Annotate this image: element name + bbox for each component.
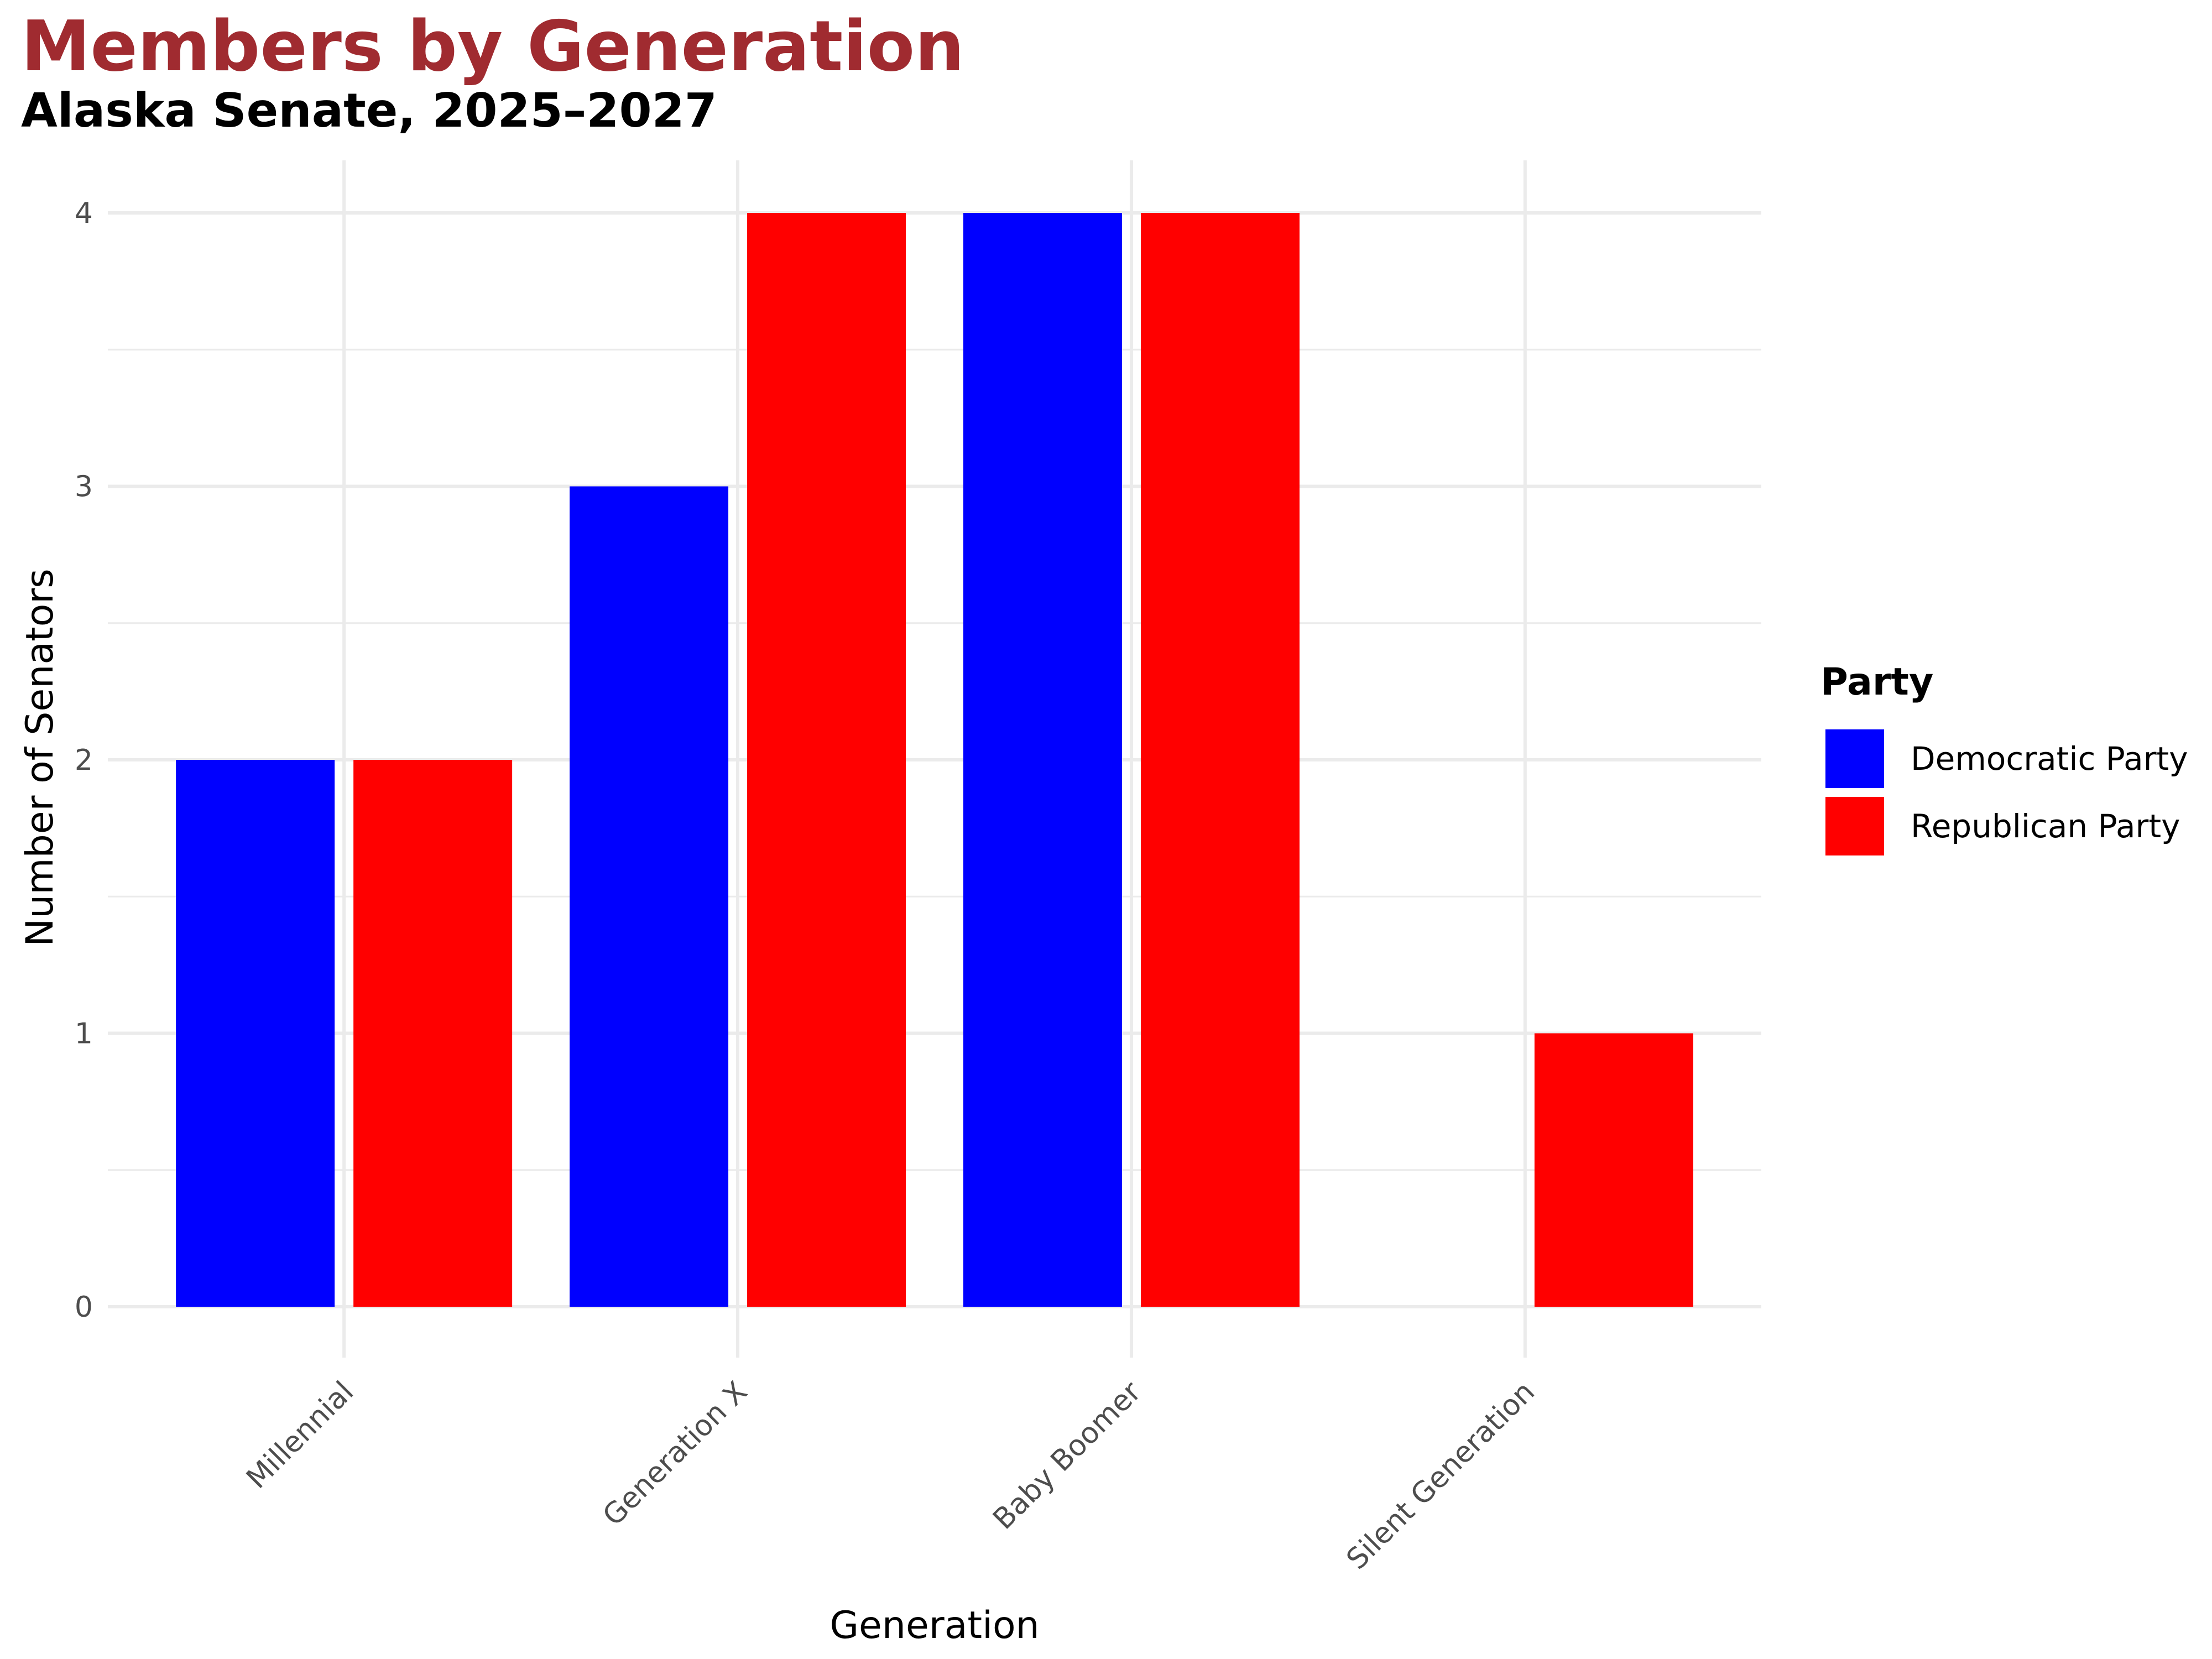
bar-republican-party-silent-generation bbox=[1534, 1033, 1693, 1307]
legend: Party Democratic Party Republican Party bbox=[1820, 660, 2188, 859]
x-axis-title: Generation bbox=[830, 1604, 1039, 1647]
legend-key-republican-party bbox=[1822, 794, 1887, 859]
bar-democratic-party-baby-boomer bbox=[963, 213, 1122, 1307]
bar-republican-party-millennial bbox=[353, 760, 513, 1307]
y-tick-label: 2 bbox=[75, 744, 93, 777]
legend-label-democratic-party: Democratic Party bbox=[1911, 740, 2188, 778]
x-axis-ticks: Millennial Generation X Baby Boomer Silent … bbox=[240, 1375, 1541, 1576]
x-tick-label: Generation X bbox=[597, 1375, 754, 1532]
y-axis-title: Number of Senators bbox=[18, 568, 62, 946]
x-tick-label: Millennial bbox=[240, 1375, 360, 1495]
legend-label-republican-party: Republican Party bbox=[1911, 807, 2180, 845]
y-tick-label: 1 bbox=[75, 1018, 93, 1051]
legend-items: Democratic Party Republican Party bbox=[1822, 726, 2188, 859]
bars bbox=[176, 213, 1693, 1307]
chart-title: Members by Generation bbox=[21, 6, 964, 87]
chart-subtitle: Alaska Senate, 2025–2027 bbox=[21, 84, 717, 138]
y-tick-label: 0 bbox=[75, 1291, 93, 1324]
bar-republican-party-generation-x bbox=[747, 213, 906, 1307]
y-axis-ticks: 0 1 2 3 4 bbox=[75, 197, 93, 1324]
bar-democratic-party-millennial bbox=[176, 760, 335, 1307]
x-tick-label: Baby Boomer bbox=[987, 1375, 1147, 1536]
legend-title: Party bbox=[1820, 660, 1933, 704]
y-tick-label: 4 bbox=[75, 197, 93, 230]
legend-key-democratic-party bbox=[1822, 726, 1887, 791]
y-tick-label: 3 bbox=[75, 471, 93, 504]
bar-republican-party-baby-boomer bbox=[1140, 213, 1300, 1307]
x-tick-label: Silent Generation bbox=[1340, 1375, 1541, 1576]
bar-democratic-party-generation-x bbox=[570, 486, 729, 1307]
